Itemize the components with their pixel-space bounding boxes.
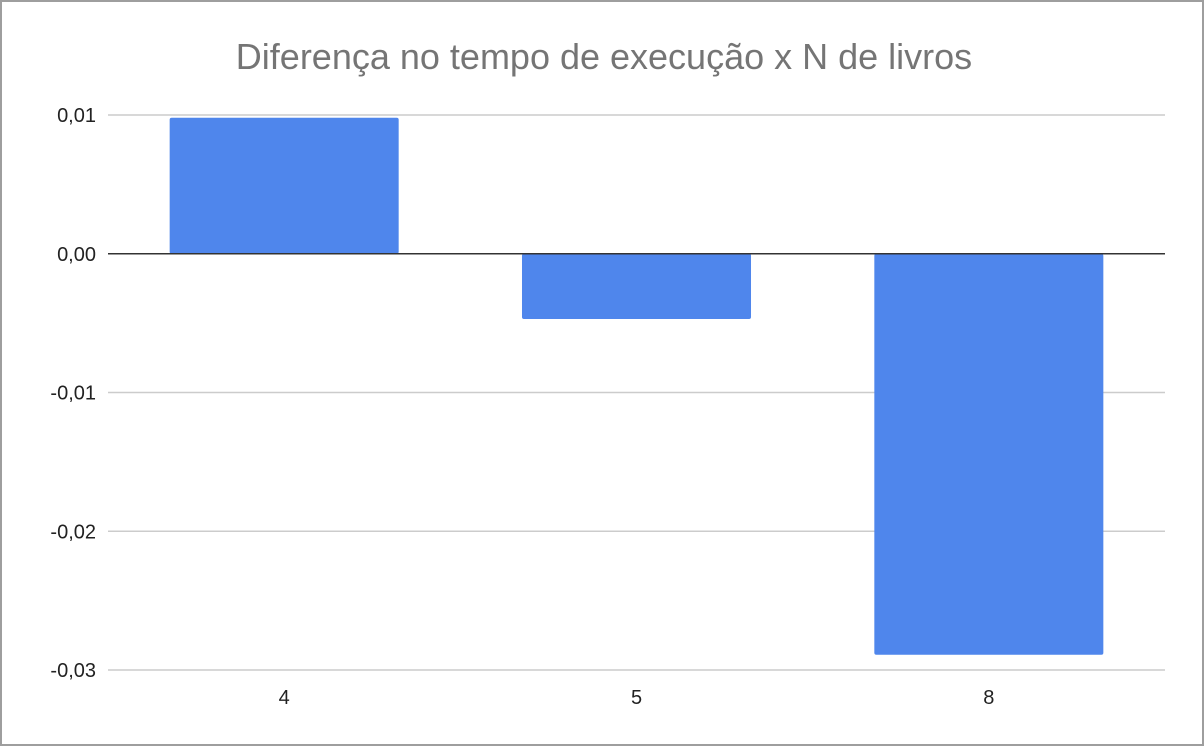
y-tick-label: 0,01 — [57, 105, 96, 127]
x-tick-label: 4 — [279, 687, 290, 709]
x-tick-label: 5 — [631, 687, 642, 709]
y-tick-label: 0,00 — [57, 244, 96, 266]
y-tick-label: -0,03 — [50, 660, 96, 682]
bar — [169, 117, 399, 254]
x-tick-label: 8 — [983, 687, 994, 709]
y-tick-label: -0,02 — [50, 521, 96, 543]
bar — [874, 253, 1104, 655]
chart-title: Diferença no tempo de execução x N de li… — [235, 36, 973, 77]
y-tick-label: -0,01 — [50, 383, 96, 405]
bar — [521, 253, 752, 319]
